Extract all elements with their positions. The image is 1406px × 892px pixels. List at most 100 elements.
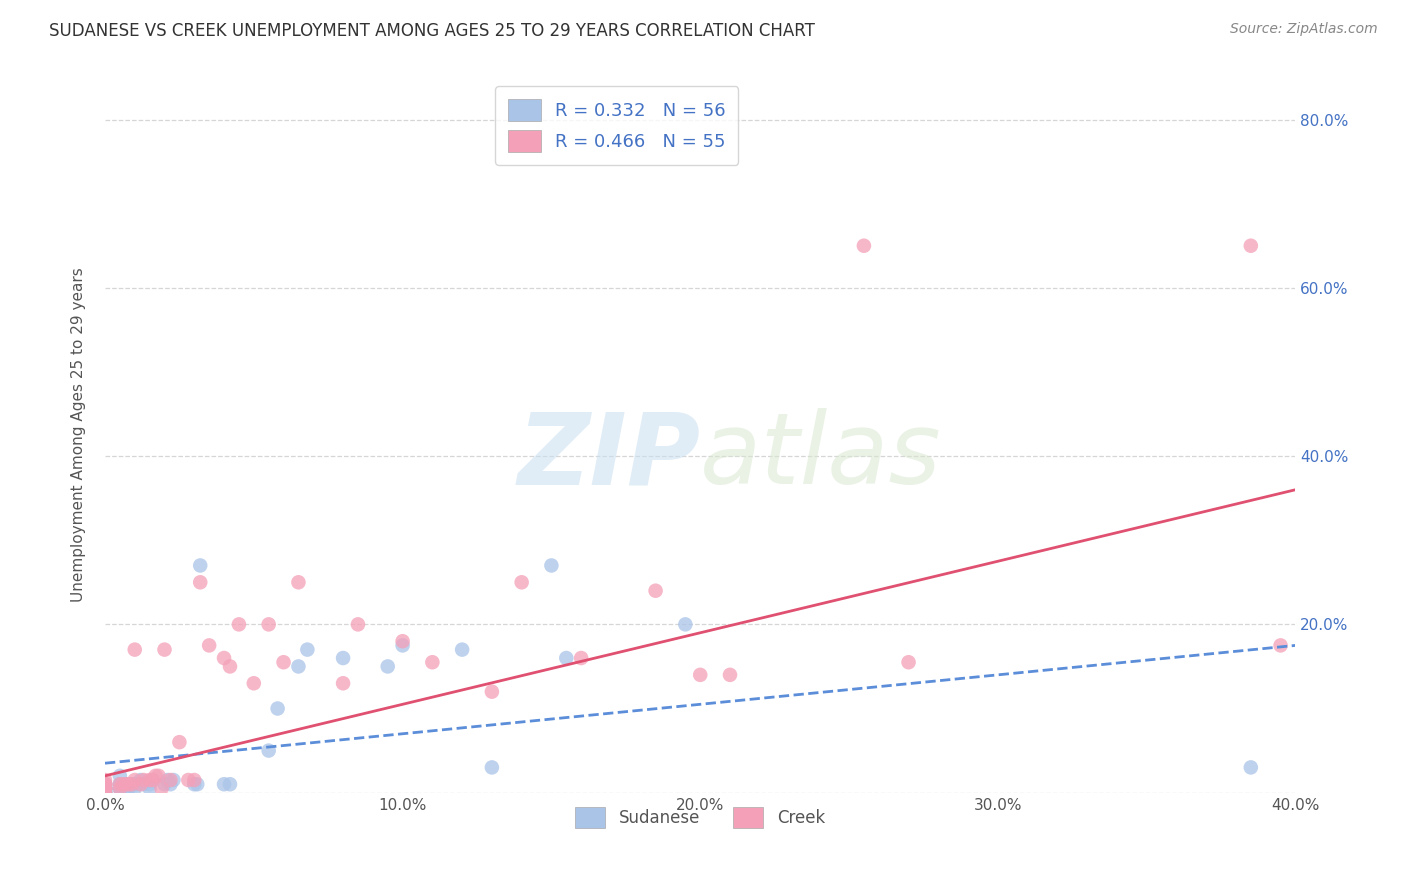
- Text: atlas: atlas: [700, 408, 942, 505]
- Point: [183, 777, 205, 791]
- Point: [124, 777, 146, 791]
- Point: [273, 655, 295, 669]
- Point: [127, 777, 149, 791]
- Point: [94, 781, 117, 796]
- Point: [108, 769, 131, 783]
- Point: [198, 639, 221, 653]
- Point: [150, 781, 173, 796]
- Point: [94, 781, 117, 796]
- Point: [94, 782, 117, 797]
- Point: [94, 784, 117, 798]
- Point: [121, 777, 143, 791]
- Point: [118, 781, 141, 796]
- Point: [569, 651, 592, 665]
- Point: [94, 786, 117, 800]
- Point: [94, 781, 117, 796]
- Point: [118, 777, 141, 791]
- Point: [188, 575, 211, 590]
- Point: [257, 617, 280, 632]
- Point: [332, 651, 354, 665]
- Point: [718, 668, 741, 682]
- Point: [673, 617, 696, 632]
- Point: [159, 777, 181, 791]
- Point: [287, 575, 309, 590]
- Point: [114, 781, 136, 796]
- Point: [1270, 639, 1292, 653]
- Point: [377, 659, 399, 673]
- Point: [287, 659, 309, 673]
- Point: [153, 777, 176, 791]
- Point: [114, 777, 136, 791]
- Point: [108, 781, 131, 796]
- Point: [212, 651, 235, 665]
- Point: [124, 642, 146, 657]
- Point: [228, 617, 250, 632]
- Point: [257, 743, 280, 757]
- Point: [108, 777, 131, 791]
- Point: [94, 781, 117, 796]
- Point: [132, 777, 155, 791]
- Point: [481, 760, 503, 774]
- Point: [1240, 760, 1263, 774]
- Point: [138, 772, 160, 787]
- Point: [94, 786, 117, 800]
- Point: [153, 642, 176, 657]
- Point: [391, 639, 413, 653]
- Point: [111, 777, 134, 791]
- Point: [129, 777, 152, 791]
- Text: Source: ZipAtlas.com: Source: ZipAtlas.com: [1230, 22, 1378, 37]
- Point: [94, 786, 117, 800]
- Point: [555, 651, 578, 665]
- Point: [108, 781, 131, 796]
- Point: [94, 781, 117, 796]
- Point: [108, 777, 131, 791]
- Point: [108, 781, 131, 796]
- Point: [212, 777, 235, 791]
- Point: [188, 558, 211, 573]
- Point: [94, 777, 117, 791]
- Point: [94, 781, 117, 796]
- Point: [94, 772, 117, 787]
- Point: [689, 668, 711, 682]
- Point: [94, 781, 117, 796]
- Point: [1240, 238, 1263, 252]
- Y-axis label: Unemployment Among Ages 25 to 29 years: Unemployment Among Ages 25 to 29 years: [72, 268, 86, 602]
- Point: [142, 772, 165, 787]
- Point: [94, 783, 117, 797]
- Point: [266, 701, 288, 715]
- Point: [138, 781, 160, 796]
- Point: [169, 735, 191, 749]
- Point: [94, 781, 117, 796]
- Point: [162, 772, 184, 787]
- Point: [297, 642, 319, 657]
- Text: ZIP: ZIP: [517, 408, 700, 505]
- Point: [177, 772, 200, 787]
- Legend: Sudanese, Creek: Sudanese, Creek: [569, 801, 832, 834]
- Point: [94, 786, 117, 800]
- Point: [540, 558, 562, 573]
- Point: [145, 769, 167, 783]
- Point: [94, 777, 117, 791]
- Point: [129, 772, 152, 787]
- Point: [94, 786, 117, 800]
- Point: [510, 575, 533, 590]
- Point: [159, 772, 181, 787]
- Point: [481, 684, 503, 698]
- Point: [114, 777, 136, 791]
- Point: [183, 772, 205, 787]
- Point: [451, 642, 474, 657]
- Point: [156, 772, 179, 787]
- Point: [138, 777, 160, 791]
- Point: [391, 634, 413, 648]
- Point: [148, 769, 170, 783]
- Point: [121, 777, 143, 791]
- Point: [94, 781, 117, 796]
- Point: [124, 781, 146, 796]
- Point: [897, 655, 920, 669]
- Point: [94, 777, 117, 791]
- Point: [243, 676, 266, 690]
- Point: [132, 772, 155, 787]
- Point: [94, 786, 117, 800]
- Point: [124, 772, 146, 787]
- Point: [332, 676, 354, 690]
